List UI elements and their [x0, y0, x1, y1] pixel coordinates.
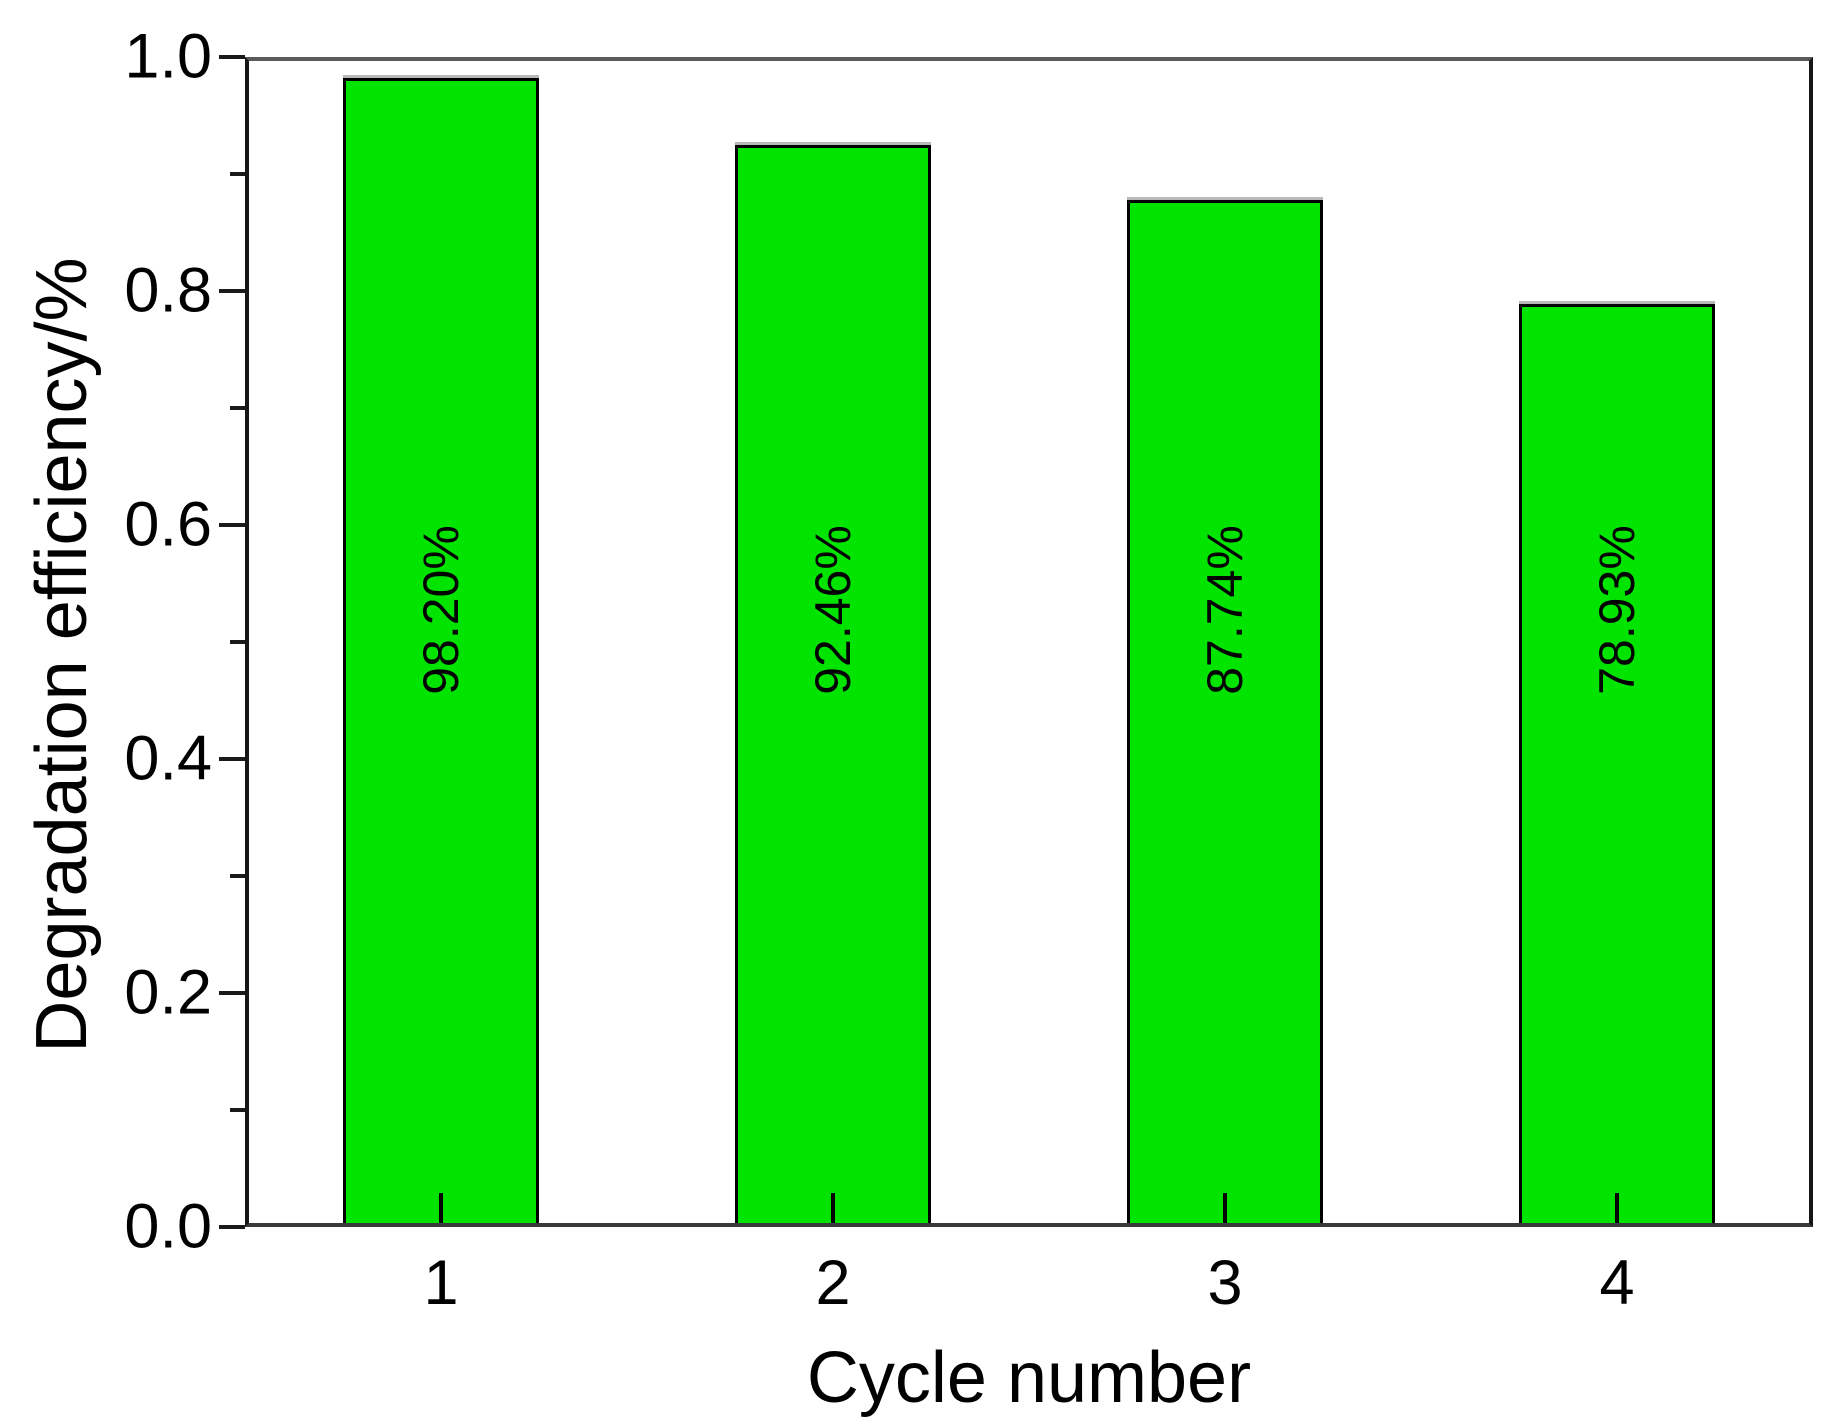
y-major-tick-0.8	[219, 289, 245, 293]
y-major-tick-0.6	[219, 523, 245, 527]
y-major-tick-0.0	[219, 1225, 245, 1229]
y-tick-label-0.2: 0.2	[124, 957, 212, 1028]
x-tick-label-4: 4	[1599, 1248, 1635, 1318]
x-tick-1	[439, 1193, 443, 1223]
y-axis-title: Degradation efficiency/%	[22, 257, 102, 1053]
y-major-tick-0.4	[219, 757, 245, 761]
bar-value-label-3: 87.74%	[1197, 525, 1253, 696]
x-tick-label-2: 2	[815, 1248, 851, 1318]
x-tick-2	[831, 1193, 835, 1223]
bar-value-label-4: 78.93%	[1589, 525, 1645, 696]
y-tick-label-0.6: 0.6	[124, 489, 212, 560]
bar-cycle-3	[1127, 200, 1323, 1223]
x-tick-label-3: 3	[1207, 1248, 1243, 1318]
y-minor-tick-0.1	[230, 1108, 245, 1112]
y-major-tick-0.2	[219, 991, 245, 995]
y-tick-label-0.8: 0.8	[124, 255, 212, 326]
bar-value-label-2: 92.46%	[805, 525, 861, 696]
y-major-tick-1.0	[219, 55, 245, 59]
x-tick-4	[1615, 1193, 1619, 1223]
y-minor-tick-0.3	[230, 874, 245, 878]
bar-cycle-2	[735, 145, 931, 1223]
y-minor-tick-0.9	[230, 172, 245, 176]
y-minor-tick-0.5	[230, 640, 245, 644]
x-axis-title: Cycle number	[806, 1338, 1252, 1418]
x-tick-3	[1223, 1193, 1227, 1223]
bar-cycle-4	[1519, 303, 1715, 1223]
x-tick-label-1: 1	[423, 1248, 459, 1318]
y-tick-label-1.0: 1.0	[124, 21, 212, 92]
y-tick-label-0.4: 0.4	[124, 723, 212, 794]
bar-cycle-1	[343, 78, 539, 1223]
y-tick-label-0.0: 0.0	[124, 1191, 212, 1262]
y-minor-tick-0.7	[230, 406, 245, 410]
bar-value-label-1: 98.20%	[413, 525, 469, 696]
